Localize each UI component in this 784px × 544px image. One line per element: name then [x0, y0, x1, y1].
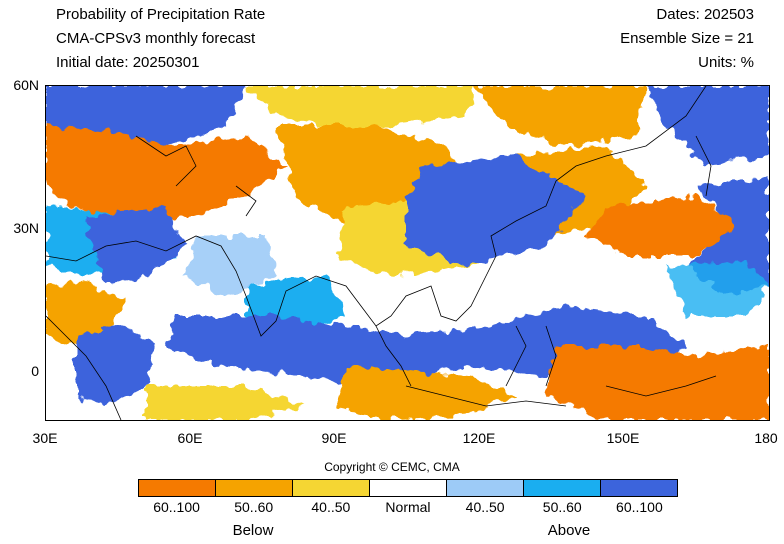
- legend-swatch-above-60-100: [601, 480, 677, 496]
- forecast-dates: Dates: 202503: [656, 6, 754, 23]
- legend-swatch-below-60-100: [139, 480, 216, 496]
- lon-label-90e: 90E: [321, 430, 347, 446]
- legend-swatch-normal: [370, 480, 447, 496]
- model-name: CMA-CPSv3 monthly forecast: [56, 30, 256, 47]
- legend-label: 50..60: [542, 499, 582, 515]
- legend-label: 50..60: [234, 499, 274, 515]
- legend-swatch-below-50-60: [216, 480, 293, 496]
- copyright-notice: Copyright © CEMC, CMA: [324, 460, 460, 474]
- legend-group-below: Below: [232, 522, 274, 539]
- probability-map-field: [46, 86, 769, 420]
- legend-label: 60..100: [153, 499, 200, 515]
- legend-swatch-above-40-50: [447, 480, 524, 496]
- lat-label-0: 0: [31, 363, 39, 379]
- lat-label-60n: 60N: [13, 77, 39, 93]
- legend-swatch-above-50-60: [524, 480, 601, 496]
- lon-label-150e: 150E: [606, 430, 640, 446]
- ensemble-size: Ensemble Size = 21: [620, 30, 754, 47]
- lon-label-60e: 60E: [177, 430, 203, 446]
- lon-label-120e: 120E: [462, 430, 496, 446]
- legend-swatch-below-40-50: [293, 480, 370, 496]
- lat-label-30n: 30N: [13, 220, 39, 236]
- color-legend: [138, 479, 678, 497]
- units-label: Units: %: [698, 54, 754, 71]
- legend-labels: 60..100 50..60 40..50 Normal 40..50 50..…: [138, 499, 678, 515]
- probability-map: [45, 85, 770, 421]
- chart-title: Probability of Precipitation Rate: [56, 6, 266, 23]
- coastlines: [46, 86, 717, 420]
- initial-date: Initial date: 20250301: [56, 54, 200, 71]
- legend-group-above: Above: [547, 522, 591, 539]
- legend-label: 40..50: [311, 499, 351, 515]
- lon-label-180: 180: [754, 430, 778, 446]
- probability-blobs: [46, 86, 769, 420]
- legend-label: 40..50: [465, 499, 505, 515]
- legend-label: Normal: [385, 499, 431, 515]
- legend-label: 60..100: [616, 499, 663, 515]
- lon-label-30e: 30E: [32, 430, 58, 446]
